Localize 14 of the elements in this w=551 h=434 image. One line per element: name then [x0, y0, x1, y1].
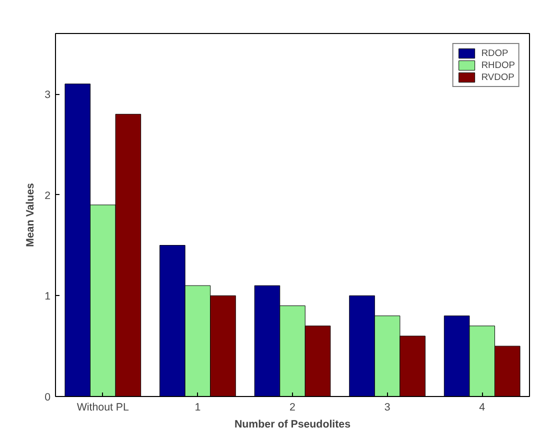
y-tick-label: 0 [44, 392, 51, 404]
x-tick-label: 1 [194, 402, 201, 414]
y-axis-title: Mean Values [24, 182, 37, 247]
x-tick-label: 4 [479, 402, 486, 414]
y-tick-label: 3 [44, 89, 51, 101]
y-tick-label: 1 [44, 290, 51, 303]
x-tick-label: 2 [290, 402, 296, 414]
y-tick-label: 2 [44, 190, 51, 202]
x-axis-title: Number of Pseudolites [234, 418, 351, 430]
legend-label: RDOP [481, 47, 508, 59]
legend-label: RVDOP [481, 71, 514, 83]
x-tick-label: Without PL [76, 402, 130, 414]
legend-label: RHDOP [481, 59, 515, 71]
x-tick-label: 3 [384, 402, 390, 414]
